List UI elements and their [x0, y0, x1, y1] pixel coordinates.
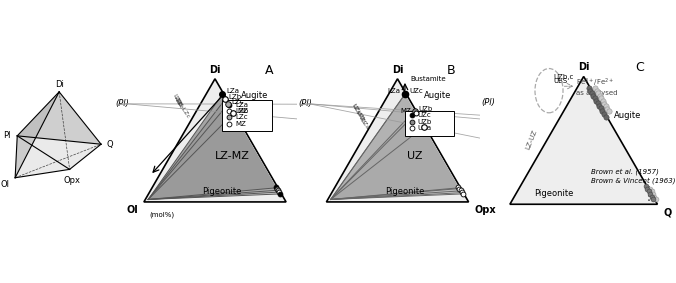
- Text: LZb: LZb: [229, 94, 242, 100]
- Text: Pigeonite: Pigeonite: [535, 189, 574, 198]
- Text: LZb: LZb: [172, 95, 183, 108]
- FancyBboxPatch shape: [405, 111, 454, 136]
- Text: Opx: Opx: [64, 176, 80, 185]
- Text: Bustamite: Bustamite: [410, 76, 446, 82]
- Text: UZc: UZc: [417, 112, 431, 118]
- Text: Di: Di: [578, 62, 589, 72]
- Text: Pl: Pl: [3, 131, 11, 140]
- Polygon shape: [148, 104, 279, 200]
- FancyBboxPatch shape: [222, 100, 272, 131]
- Text: MZ-LZc: MZ-LZc: [173, 98, 190, 119]
- Text: Ol: Ol: [126, 205, 138, 215]
- Polygon shape: [331, 111, 461, 200]
- Text: MZ: MZ: [237, 108, 248, 114]
- Text: Pigeonite: Pigeonite: [385, 187, 425, 196]
- Polygon shape: [148, 94, 276, 200]
- Text: LZb: LZb: [235, 108, 248, 114]
- Text: UZb: UZb: [354, 110, 366, 123]
- Polygon shape: [144, 79, 286, 202]
- Text: Di: Di: [392, 65, 404, 74]
- Text: B: B: [448, 64, 456, 77]
- Text: UZc: UZc: [350, 103, 361, 116]
- Text: UZa: UZa: [417, 125, 431, 131]
- Text: UZb: UZb: [417, 119, 432, 125]
- Text: A: A: [265, 64, 273, 77]
- Text: LZa: LZa: [226, 88, 239, 94]
- Text: Augite: Augite: [241, 91, 268, 100]
- Text: Di: Di: [55, 80, 64, 89]
- Text: UZ: UZ: [407, 151, 422, 161]
- Text: Augite: Augite: [614, 111, 642, 120]
- Polygon shape: [331, 94, 460, 200]
- Text: UZa: UZa: [428, 122, 442, 128]
- Text: UZa: UZa: [358, 117, 370, 130]
- Polygon shape: [148, 113, 280, 200]
- Polygon shape: [510, 76, 658, 204]
- Text: LZa: LZa: [171, 93, 181, 105]
- Text: Q: Q: [106, 140, 113, 149]
- Text: LZ-UZ: LZ-UZ: [525, 128, 538, 150]
- Polygon shape: [15, 136, 101, 178]
- Text: UBS: UBS: [554, 78, 568, 84]
- Text: Ol: Ol: [1, 180, 10, 189]
- Text: LZc: LZc: [235, 114, 247, 120]
- Text: LZa: LZa: [351, 103, 360, 116]
- Text: (Pl): (Pl): [298, 99, 312, 108]
- Polygon shape: [327, 79, 468, 202]
- Text: MZ: MZ: [235, 121, 246, 127]
- Text: Brown & Vincent (1963): Brown & Vincent (1963): [591, 177, 675, 184]
- Text: LZa: LZa: [235, 102, 248, 108]
- Text: Fe$^{3+}$/Fe$^{2+}$
as analysed: Fe$^{3+}$/Fe$^{2+}$ as analysed: [576, 77, 618, 96]
- Text: UZb,c: UZb,c: [554, 74, 574, 80]
- Polygon shape: [331, 127, 462, 200]
- Text: MZ: MZ: [356, 112, 365, 123]
- Text: MZ: MZ: [401, 108, 412, 114]
- Text: UZc: UZc: [409, 88, 423, 94]
- Text: C: C: [635, 61, 644, 74]
- Text: (Pl): (Pl): [481, 98, 495, 107]
- Text: Di: Di: [210, 65, 221, 74]
- Text: LZa: LZa: [388, 88, 401, 94]
- Text: (mol%): (mol%): [149, 212, 174, 218]
- Text: LZc: LZc: [232, 99, 244, 105]
- Text: Q: Q: [663, 207, 671, 217]
- Text: Augite: Augite: [424, 91, 451, 100]
- Text: Brown et al. (1957): Brown et al. (1957): [591, 168, 659, 175]
- Text: Opx: Opx: [475, 205, 496, 215]
- Text: UZb: UZb: [419, 106, 433, 112]
- Text: Pigeonite: Pigeonite: [202, 187, 242, 196]
- Polygon shape: [18, 92, 101, 144]
- Text: (Pl): (Pl): [116, 99, 130, 108]
- Polygon shape: [15, 92, 59, 178]
- Text: LZ-MZ: LZ-MZ: [214, 151, 249, 161]
- Text: LZc: LZc: [174, 98, 184, 110]
- Polygon shape: [148, 99, 278, 200]
